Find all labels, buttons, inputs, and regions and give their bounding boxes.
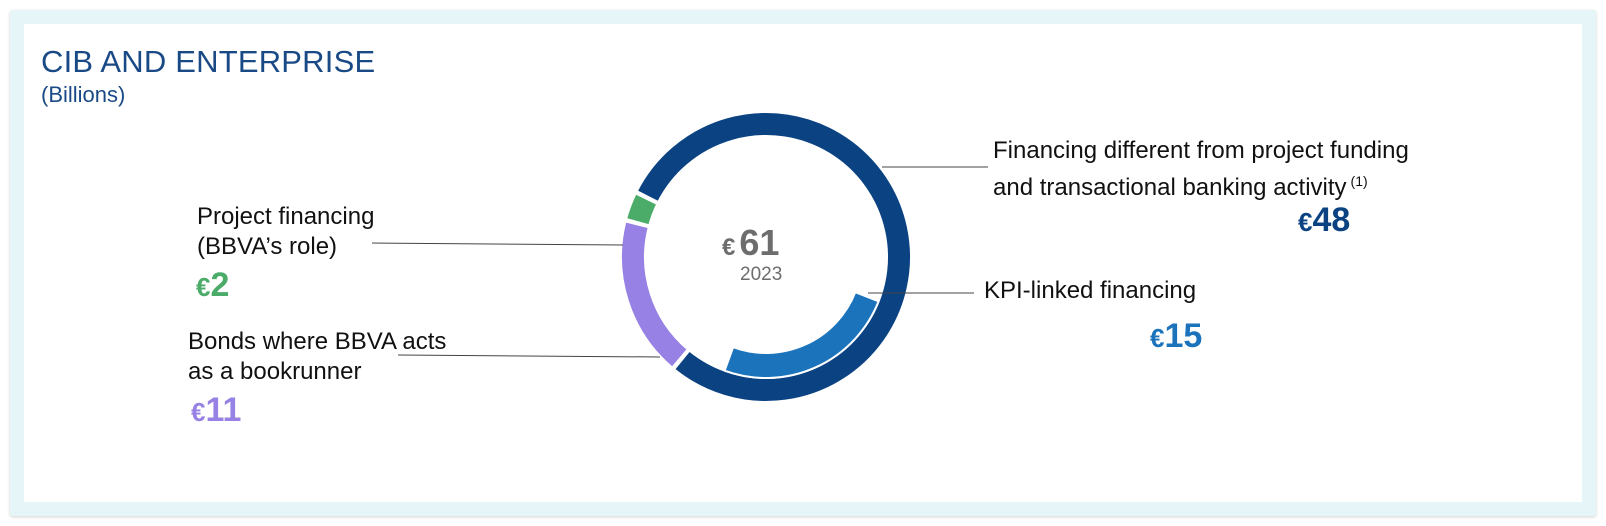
label-financing-other-line1: Financing different from project funding — [993, 137, 1409, 164]
value-kpi-linked: €15 — [1150, 317, 1202, 356]
label-project: Project financing (BBVA’s role) — [197, 202, 374, 262]
value-financing-other-currency: € — [1298, 207, 1313, 237]
donut-nested-slice-kpi-linked-financing — [723, 290, 880, 379]
label-bonds: Bonds where BBVA acts as a bookrunner — [188, 327, 446, 387]
donut-center-total: €61 — [722, 222, 779, 264]
label-bonds-line1: Bonds where BBVA acts — [188, 328, 447, 355]
chart-frame — [10, 10, 1596, 516]
value-kpi-linked-currency: € — [1150, 323, 1165, 353]
value-bonds-currency: € — [191, 397, 206, 427]
value-bonds-number: 11 — [205, 391, 242, 429]
center-total-value: 61 — [739, 222, 780, 263]
value-kpi-linked-number: 15 — [1164, 317, 1203, 355]
label-financing-other-line2: and transactional banking activity — [993, 174, 1347, 201]
label-project-line1: Project financing — [197, 203, 375, 230]
label-kpi-linked: KPI-linked financing — [984, 277, 1197, 304]
value-project-number: 2 — [210, 266, 230, 304]
center-currency: € — [722, 234, 736, 261]
chart-subtitle: (Billions) — [41, 82, 126, 107]
footnote-marker: (1) — [1350, 173, 1368, 189]
leader-line-project — [371, 242, 624, 246]
donut-slice-project-financing-bbva-s-role — [624, 192, 659, 227]
chart-panel — [24, 24, 1582, 502]
donut-slice-financing-different-from-project-funding — [635, 111, 912, 403]
label-bonds-line2: as a bookrunner — [188, 358, 362, 385]
value-financing-other-number: 48 — [1312, 201, 1351, 239]
label-financing-other: Financing different from project funding… — [993, 136, 1409, 203]
leader-line-bonds — [397, 354, 661, 358]
value-bonds: €11 — [191, 391, 241, 430]
label-project-line2: (BBVA’s role) — [197, 233, 338, 260]
donut-center-year: 2023 — [740, 264, 783, 285]
value-project-currency: € — [196, 272, 211, 302]
label-financing-other-line2-wrap: and transactional banking activity (1) — [993, 166, 1409, 203]
donut-slice-bonds-where-bbva-acts-as-a-bookrunner — [620, 220, 690, 370]
value-financing-other: €48 — [1298, 201, 1350, 240]
chart-title: CIB AND ENTERPRISE — [41, 44, 376, 79]
value-project: €2 — [196, 266, 229, 305]
